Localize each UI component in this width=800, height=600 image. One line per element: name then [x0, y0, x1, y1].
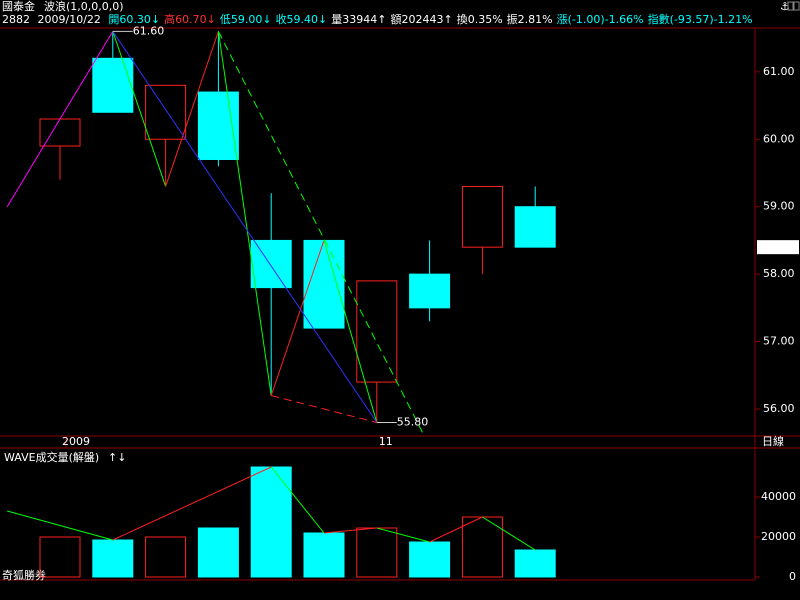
quote-item: 收59.40↓ — [276, 12, 328, 26]
quote-item: 指數(-93.57)-1.21% — [648, 12, 753, 26]
candle-body — [303, 239, 345, 329]
wave-line — [217, 31, 425, 437]
toolbar-icons[interactable]: ⚓ — [780, 0, 800, 13]
candle-body — [409, 273, 451, 309]
wave-line — [271, 395, 377, 423]
volume-bar — [197, 527, 239, 578]
annotation: 55.80 — [397, 416, 429, 429]
window-icon[interactable] — [787, 1, 794, 11]
y-tick-label: 60.00 — [763, 132, 795, 145]
volume-line — [270, 466, 325, 534]
wave-line — [112, 31, 167, 187]
volume-bar — [303, 532, 345, 578]
brand: 奇狐勝券 — [2, 568, 46, 582]
quote-item: 開60.30↓ — [108, 13, 160, 26]
candle-body — [250, 239, 292, 289]
volume-bar — [39, 536, 81, 578]
candle-body — [145, 84, 187, 140]
volume-line — [376, 527, 430, 543]
y-tick-label: 20000 — [761, 530, 796, 543]
candle-body — [92, 57, 134, 113]
y-tick-label: 61.00 — [763, 65, 795, 78]
y-tick-label: 59.00 — [763, 200, 795, 213]
y-tick-label: 58.00 — [763, 267, 795, 280]
anchor-icon[interactable]: ⚓ — [780, 0, 790, 13]
indicator-name: 波浪(1,0,0,0,0) — [44, 0, 124, 13]
x-tick-label: 11 — [379, 435, 393, 448]
candle-body — [514, 206, 556, 248]
candle-body — [461, 185, 503, 248]
y-tick-label: 56.00 — [763, 402, 795, 415]
quote-item: 換0.35% — [457, 13, 503, 26]
volume-line — [429, 516, 483, 543]
wave-line — [6, 31, 114, 207]
wave-line — [323, 240, 378, 423]
volume-line — [482, 516, 536, 551]
x-tick-label: 2009 — [62, 435, 90, 448]
wave-line — [112, 31, 378, 423]
volume-subtitle: ↑↓ — [108, 451, 126, 464]
volume-bar — [514, 549, 556, 578]
last-price-label: 58.40 — [765, 240, 797, 253]
volume-line — [323, 527, 377, 534]
quote-line: 2882 2009/10/22 開60.30↓ 高60.70↓ 低59.00↓ 收59… — [2, 12, 753, 26]
volume-bar — [92, 539, 134, 578]
y-tick-label: 57.00 — [763, 335, 795, 348]
last-price-tag — [757, 240, 799, 255]
wave-line — [270, 240, 325, 396]
quote-item: 漲(-1.00)-1.66% — [557, 13, 644, 26]
wave-line — [217, 31, 272, 396]
quote-item: 額202443↑ — [391, 13, 453, 26]
quote-item: 量33944↑ — [331, 13, 386, 26]
volume-bar — [250, 466, 292, 578]
quote-item: 高60.70↓ — [164, 12, 216, 26]
wave-line — [165, 31, 219, 187]
volume-bar — [409, 541, 451, 578]
candle-body — [356, 280, 398, 383]
volume-title: WAVE成交量(解盤) — [4, 450, 99, 464]
quote-item: 低59.00↓ — [220, 13, 272, 26]
period: 日線 — [762, 434, 784, 448]
volume-line — [7, 510, 113, 541]
volume-line — [112, 466, 272, 541]
volume-bar — [145, 536, 187, 578]
date: 2009/10/22 — [38, 13, 101, 26]
quote-item: 振2.81% — [507, 12, 553, 26]
annotation: 61.60 — [133, 24, 165, 37]
stock-code: 2882 — [2, 13, 30, 26]
window-icon[interactable] — [793, 1, 800, 11]
y-tick-label: 40000 — [761, 490, 796, 503]
y-tick-label: 0 — [789, 570, 796, 583]
stock-name: 國泰金 — [2, 0, 35, 13]
